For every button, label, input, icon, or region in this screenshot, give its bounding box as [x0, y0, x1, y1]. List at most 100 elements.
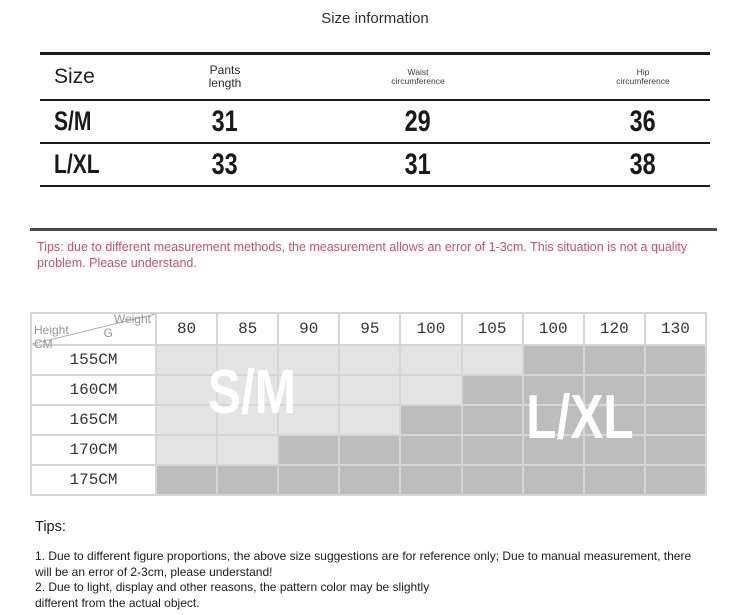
grid-size-cell — [401, 346, 461, 374]
grid-weight-header-cell: 100 — [523, 314, 583, 344]
size-table-header-cell: Size — [40, 65, 160, 89]
size-value: 38 — [629, 147, 657, 181]
grid-table: Weight G Height CM 80 85 90 95 100 105 100 120 1… — [30, 312, 707, 496]
grid-size-cell — [584, 436, 644, 464]
grid-weight-header-cell: 80 — [157, 314, 217, 344]
page-title: Size information — [321, 10, 429, 27]
size-label: S/M — [54, 106, 92, 136]
height-axis-label: Height — [34, 323, 69, 337]
size-table-rows: S/M 31 29 36 L/XL 33 31 38 — [40, 101, 710, 187]
grid-size-cell — [645, 376, 705, 404]
grid-size-cell — [218, 436, 278, 464]
bottom-tips-lines: 1. Due to different figure proportions, … — [35, 549, 745, 611]
grid-size-cell — [279, 436, 339, 464]
height-unit-label: CM — [34, 337, 53, 351]
size-label-cell: S/M — [40, 106, 160, 137]
grid-size-cell — [523, 346, 583, 374]
size-table-header-cell: Hip circumference — [546, 66, 710, 87]
size-table-header-cell: Pants length — [160, 64, 290, 90]
grid-size-cell — [523, 466, 583, 494]
bottom-tip-line: 2. Due to light, display and other reaso… — [35, 580, 430, 594]
grid-size-cell — [462, 346, 522, 374]
size-value: 31 — [404, 147, 432, 181]
grid-weight-header-cell: 90 — [279, 314, 339, 344]
size-value: 29 — [404, 104, 432, 138]
grid-size-cell — [523, 406, 583, 434]
grid-size-cell — [157, 466, 217, 494]
grid-size-cell — [462, 466, 522, 494]
grid-size-cell — [218, 466, 278, 494]
column-header-label: length — [208, 76, 242, 90]
height-weight-grid: Weight G Height CM 80 85 90 95 100 105 100 120 1… — [30, 312, 707, 496]
grid-height-label-cell: 170CM — [32, 436, 155, 464]
size-table-header: Size Pants length Waist circumference Hip circ… — [40, 55, 710, 101]
grid-size-cell — [401, 406, 461, 434]
size-value-cell: 38 — [546, 148, 710, 182]
grid-size-cell — [645, 346, 705, 374]
bottom-tips-title: Tips: — [35, 519, 66, 535]
bottom-tip-line: 1. Due to different figure proportions, … — [35, 549, 692, 563]
size-table-row: L/XL 33 31 38 — [40, 144, 710, 187]
grid-size-cell — [401, 466, 461, 494]
grid-weight-header-cell: 85 — [218, 314, 278, 344]
grid-weight-header-cell: 120 — [584, 314, 644, 344]
grid-size-cell — [157, 376, 217, 404]
grid-size-cell — [340, 466, 400, 494]
grid-size-cell — [340, 376, 400, 404]
grid-size-cell — [218, 376, 278, 404]
size-value-cell: 36 — [546, 105, 710, 139]
grid-size-cell — [462, 436, 522, 464]
grid-size-cell — [584, 406, 644, 434]
grid-size-cell — [157, 436, 217, 464]
grid-height-label-cell: 175CM — [32, 466, 155, 494]
bottom-tips: Tips: 1. Due to different figure proport… — [35, 519, 745, 611]
size-label-cell: L/XL — [40, 149, 160, 180]
grid-weight-header-cell: 105 — [462, 314, 522, 344]
weight-unit-label: G — [103, 326, 113, 340]
grid-size-cell — [218, 406, 278, 434]
grid-size-cell — [279, 466, 339, 494]
size-table-header-cell: Waist circumference — [290, 67, 546, 87]
size-value: 31 — [211, 104, 239, 138]
size-value-cell: 31 — [290, 148, 546, 182]
size-value: 33 — [211, 147, 239, 181]
grid-size-cell — [340, 346, 400, 374]
grid-size-cell — [157, 346, 217, 374]
grid-size-cell — [279, 406, 339, 434]
grid-weight-header-cell: 100 — [401, 314, 461, 344]
column-header-label: circumference — [616, 76, 670, 86]
size-value: 36 — [629, 104, 657, 138]
bottom-tip-line: will be an error of 2-3cm, please unders… — [35, 564, 273, 579]
grid-weight-header-cell: 95 — [340, 314, 400, 344]
column-header-label: Size — [54, 65, 95, 88]
size-value-cell: 33 — [160, 148, 290, 182]
grid-height-label-cell: 165CM — [32, 406, 155, 434]
grid-size-cell — [157, 406, 217, 434]
grid-size-cell — [401, 436, 461, 464]
grid-size-cell — [645, 406, 705, 434]
size-table-row: S/M 31 29 36 — [40, 101, 710, 144]
grid-size-cell — [218, 346, 278, 374]
grid-size-cell — [584, 466, 644, 494]
column-header-label: Hip — [636, 66, 650, 77]
column-header-label: Pants — [209, 63, 241, 77]
grid-size-cell — [584, 346, 644, 374]
column-header-label: circumference — [391, 76, 445, 86]
grid-size-cell — [462, 376, 522, 404]
grid-size-cell — [645, 466, 705, 494]
grid-size-cell — [645, 436, 705, 464]
weight-axis-label: Weight — [113, 312, 151, 326]
bottom-tip-line: different from the actual object. — [35, 595, 200, 610]
grid-size-cell — [462, 406, 522, 434]
grid-size-cell — [340, 436, 400, 464]
grid-size-cell — [279, 376, 339, 404]
grid-corner-cell: Weight G Height CM — [32, 312, 155, 350]
grid-size-cell — [401, 376, 461, 404]
grid-size-cell — [584, 376, 644, 404]
grid-weight-header-cell: 130 — [645, 314, 705, 344]
size-table: Size Pants length Waist circumference Hip circ… — [40, 52, 710, 187]
grid-size-cell — [340, 406, 400, 434]
measurement-tip-band: Tips: due to different measurement metho… — [30, 228, 717, 271]
size-label: L/XL — [54, 149, 100, 179]
